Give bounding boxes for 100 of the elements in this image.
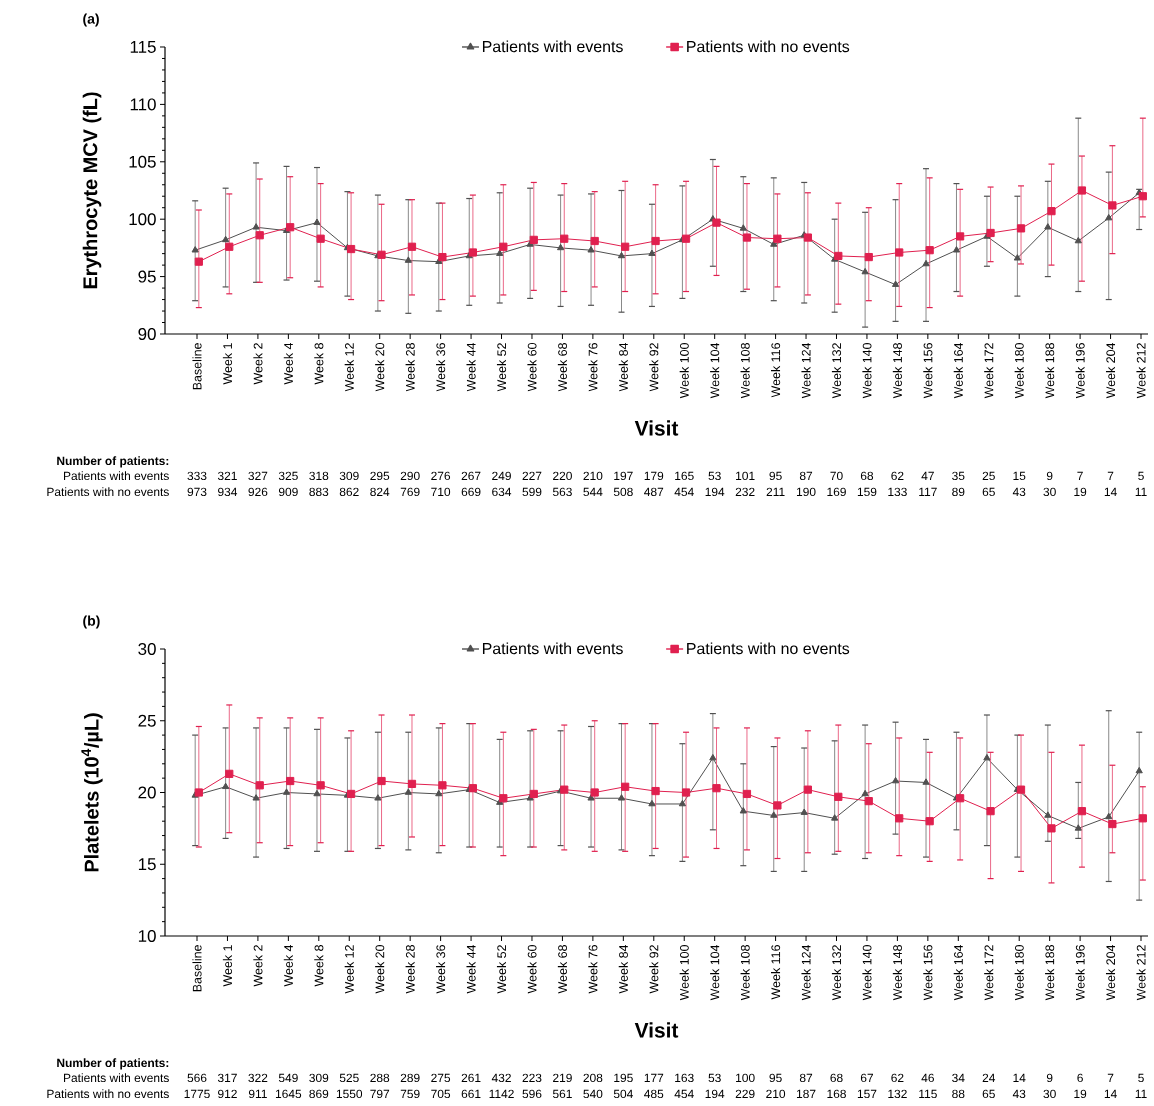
text: 288 bbox=[370, 1073, 390, 1083]
text: 912 bbox=[218, 1089, 237, 1099]
text: 157 bbox=[857, 1089, 877, 1099]
text: 862 bbox=[339, 487, 359, 497]
text: 65 bbox=[982, 1089, 995, 1099]
text: 289 bbox=[400, 1073, 420, 1083]
text: 909 bbox=[278, 487, 298, 497]
text: 46 bbox=[921, 1073, 934, 1083]
text: 926 bbox=[248, 487, 268, 497]
text: 318 bbox=[309, 471, 329, 481]
text: 87 bbox=[799, 1073, 813, 1083]
text: 53 bbox=[708, 1073, 721, 1083]
x-tick-label: Week 196 bbox=[1075, 945, 1085, 1001]
text: 561 bbox=[552, 1089, 572, 1099]
x-tick-label: Week 92 bbox=[649, 343, 659, 392]
x-tick-label: Week 1 bbox=[222, 945, 233, 987]
chart-title: (a) bbox=[83, 13, 99, 27]
x-tick-label: Week 4 bbox=[283, 944, 293, 987]
text: 11 bbox=[1135, 1089, 1147, 1098]
text: 325 bbox=[278, 471, 298, 481]
text: 19 bbox=[1074, 1089, 1087, 1099]
text: 669 bbox=[461, 487, 481, 497]
x-tick-label: Week 84 bbox=[618, 342, 628, 392]
text: 14 bbox=[1013, 1073, 1026, 1082]
text: 934 bbox=[218, 487, 238, 497]
text: 24 bbox=[982, 1073, 996, 1082]
y-axis-title: Erythrocyte MCV (fL) bbox=[82, 92, 102, 289]
text: 210 bbox=[766, 1089, 786, 1099]
text: Patients with no events bbox=[47, 487, 169, 497]
x-tick-label: Week 68 bbox=[557, 343, 567, 392]
y-tick-label: 10 bbox=[138, 930, 156, 942]
x-tick-label: Week 1 bbox=[222, 343, 233, 385]
text: 454 bbox=[674, 487, 694, 497]
text: 549 bbox=[278, 1073, 298, 1083]
x-tick-label: Week 124 bbox=[801, 944, 811, 1001]
x-tick-label: Week 60 bbox=[527, 945, 537, 994]
x-tick-label: Week 20 bbox=[375, 343, 385, 392]
x-tick-label: Week 76 bbox=[588, 343, 598, 392]
x-tick-label: Week 104 bbox=[710, 944, 720, 1001]
text: 1550 bbox=[336, 1089, 363, 1099]
text: 309 bbox=[339, 471, 359, 481]
x-tick-label: Week 116 bbox=[771, 343, 781, 398]
text: Patients with events bbox=[64, 471, 169, 481]
y-tick-label: 115 bbox=[130, 41, 156, 53]
text: 454 bbox=[674, 1089, 694, 1099]
x-tick-label: Week 212 bbox=[1136, 945, 1146, 1001]
text: 211 bbox=[766, 487, 785, 496]
y-tick-label: 25 bbox=[138, 714, 156, 727]
text: 249 bbox=[492, 471, 511, 481]
text: 219 bbox=[553, 1073, 572, 1083]
text: 566 bbox=[187, 1073, 207, 1083]
text: 973 bbox=[187, 487, 207, 497]
text: 599 bbox=[522, 487, 542, 497]
x-tick-label: Week 204 bbox=[1105, 342, 1116, 399]
y-tick-label: 95 bbox=[138, 270, 156, 283]
legend-label: Patients with events bbox=[482, 642, 623, 655]
text: 132 bbox=[888, 1089, 907, 1099]
x-tick-label: Week 196 bbox=[1075, 343, 1085, 399]
text: 194 bbox=[705, 1089, 725, 1099]
x-tick-label: Week 172 bbox=[984, 945, 994, 1001]
text: 195 bbox=[614, 1073, 633, 1083]
text: 769 bbox=[400, 487, 420, 497]
text: 232 bbox=[735, 487, 755, 497]
x-axis-title: Visit bbox=[634, 1022, 679, 1038]
x-tick-label: Week 92 bbox=[649, 945, 659, 994]
text: 911 bbox=[248, 1089, 267, 1099]
x-tick-label: Week 28 bbox=[405, 945, 415, 994]
text: 563 bbox=[552, 487, 572, 497]
text: 208 bbox=[583, 1073, 603, 1083]
text: 5 bbox=[1138, 1073, 1144, 1083]
text: 30 bbox=[1043, 487, 1056, 497]
text: 223 bbox=[522, 1073, 542, 1083]
x-tick-label: Week 52 bbox=[496, 945, 507, 994]
text: 159 bbox=[857, 487, 877, 497]
text: 710 bbox=[431, 487, 451, 497]
text: 95 bbox=[769, 1073, 782, 1083]
text: 275 bbox=[431, 1073, 451, 1083]
text: 432 bbox=[491, 1073, 511, 1083]
x-tick-label: Week 148 bbox=[892, 945, 902, 1001]
text: 62 bbox=[891, 1073, 904, 1083]
text: 88 bbox=[952, 1089, 965, 1099]
text: 197 bbox=[614, 471, 633, 481]
text: 25 bbox=[982, 471, 995, 481]
text: 261 bbox=[461, 1073, 481, 1083]
text: 317 bbox=[217, 1073, 237, 1083]
text: 194 bbox=[705, 487, 725, 497]
x-tick-label: Week 188 bbox=[1045, 343, 1055, 399]
text: 19 bbox=[1074, 487, 1087, 497]
text: 53 bbox=[708, 471, 721, 481]
text: 34 bbox=[952, 1073, 965, 1083]
text: 210 bbox=[583, 471, 603, 481]
x-tick-label: Week 132 bbox=[831, 945, 842, 1001]
text: 322 bbox=[248, 1073, 268, 1083]
y-axis-title: Platelets (10$^{4}$/µL) bbox=[81, 713, 103, 872]
text: 70 bbox=[830, 471, 843, 481]
text: 117 bbox=[919, 487, 937, 496]
x-tick-label: Week 140 bbox=[862, 945, 872, 1001]
text: 11 bbox=[1135, 487, 1147, 496]
text: 165 bbox=[675, 471, 694, 481]
text: 89 bbox=[952, 487, 965, 497]
